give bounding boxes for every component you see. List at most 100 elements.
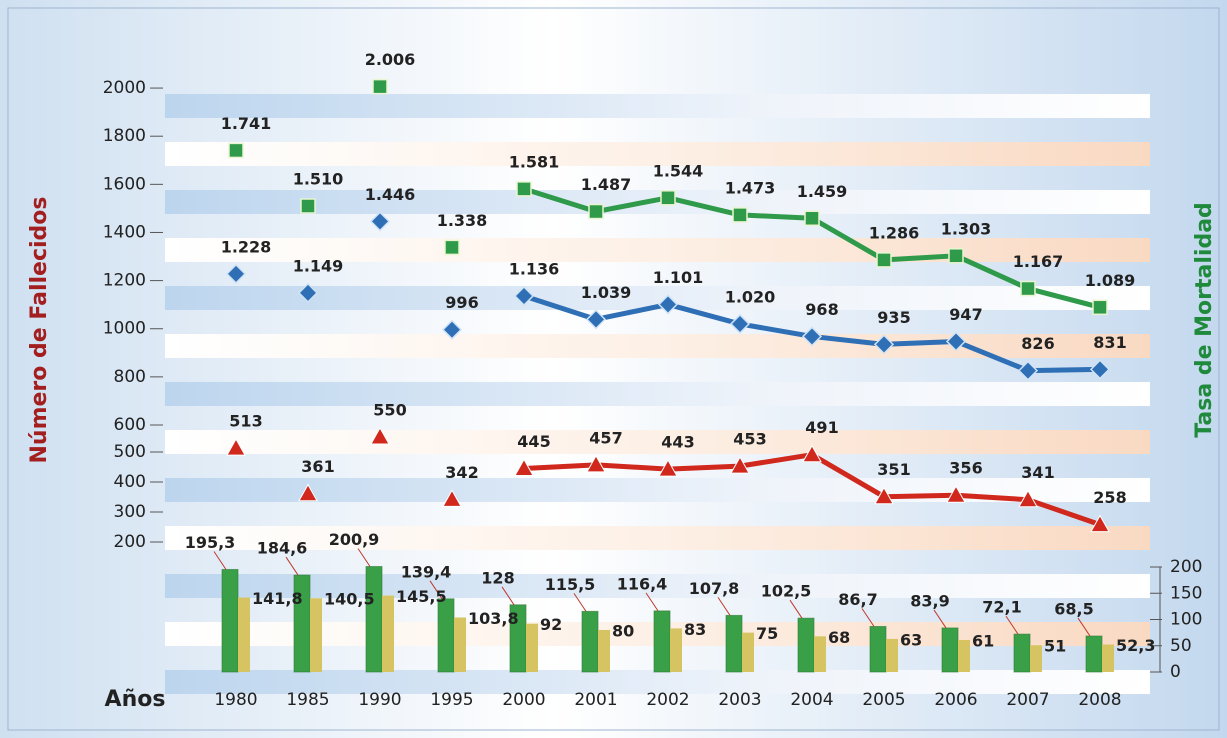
left-axis-label: Número de Fallecidos <box>27 197 52 464</box>
x-tick-label: 2007 <box>1006 690 1049 710</box>
value-label: 351 <box>877 460 910 479</box>
value-label: 1.167 <box>1013 252 1064 271</box>
value-label: 145,5 <box>396 587 447 606</box>
marker <box>444 239 460 256</box>
bar <box>670 628 682 672</box>
marker <box>658 459 678 477</box>
x-tick-label: 2005 <box>862 690 905 710</box>
marker <box>657 294 679 315</box>
stripe <box>165 382 1150 406</box>
leader <box>213 551 227 570</box>
marker <box>730 456 750 474</box>
marker <box>945 331 967 352</box>
x-tick-label: 2004 <box>790 690 833 710</box>
bar <box>797 617 815 673</box>
stripe <box>165 574 1150 598</box>
marker <box>297 282 319 303</box>
leader <box>717 597 731 616</box>
marker <box>874 486 894 505</box>
x-tick-label: 2000 <box>502 690 545 710</box>
marker <box>1092 299 1108 316</box>
leader <box>645 592 659 612</box>
marker <box>801 326 823 347</box>
value-label: 1.473 <box>725 178 776 197</box>
value-label: 92 <box>540 615 562 634</box>
marker <box>1018 489 1038 508</box>
marker <box>948 248 964 264</box>
value-label: 1.149 <box>293 256 344 275</box>
marker <box>1089 359 1111 380</box>
value-label: 200,9 <box>329 530 380 549</box>
value-label: 68 <box>828 628 850 647</box>
marker <box>228 142 244 159</box>
x-tick-label: 1995 <box>430 690 473 710</box>
y-tick-label: 500 <box>114 442 146 462</box>
stripe <box>165 526 1150 550</box>
value-label: 453 <box>733 430 766 449</box>
value-label: 116,4 <box>617 574 668 593</box>
y-tick-label: 2000 <box>103 78 146 98</box>
bar <box>1030 645 1042 672</box>
y-tick-label: 1200 <box>103 271 146 291</box>
marker <box>514 458 534 476</box>
value-label: 103,8 <box>468 609 519 628</box>
marker <box>729 313 751 334</box>
value-label: 1.510 <box>293 169 344 188</box>
value-label: 184,6 <box>257 539 308 558</box>
x-tick-label: 2006 <box>934 690 977 710</box>
value-label: 445 <box>517 432 550 451</box>
value-label: 1.459 <box>797 182 848 201</box>
value-label: 831 <box>1093 333 1126 352</box>
bar <box>941 627 959 673</box>
y-tick-label: 200 <box>1170 557 1202 577</box>
leader <box>573 593 587 612</box>
value-label: 83,9 <box>910 591 949 610</box>
marker <box>876 252 892 268</box>
value-label: 1.286 <box>869 223 920 242</box>
marker <box>298 483 318 502</box>
value-label: 513 <box>229 412 262 431</box>
value-label: 1.581 <box>509 152 560 171</box>
marker <box>802 444 822 463</box>
x-tick-label: 1985 <box>286 690 329 710</box>
marker <box>513 285 535 307</box>
value-label: 51 <box>1044 637 1066 656</box>
value-label: 1.338 <box>437 211 488 230</box>
x-tick-label: 2003 <box>718 690 761 710</box>
value-label: 341 <box>1021 463 1054 482</box>
bar <box>1102 644 1114 672</box>
marker <box>225 263 247 284</box>
bar <box>581 610 599 673</box>
value-label: 2.006 <box>365 50 416 69</box>
value-label: 968 <box>805 300 838 319</box>
value-label: 947 <box>949 305 982 324</box>
marker <box>1020 280 1036 297</box>
bar <box>598 630 610 672</box>
value-label: 491 <box>805 418 838 437</box>
stripe <box>165 238 1150 262</box>
leader <box>861 608 875 627</box>
marker <box>442 489 462 507</box>
bar <box>526 623 538 672</box>
leader <box>357 548 371 567</box>
value-label: 1.228 <box>221 237 272 256</box>
value-label: 141,8 <box>252 589 303 608</box>
bar <box>886 638 898 672</box>
x-tick-label: 1990 <box>358 690 401 710</box>
marker <box>586 454 606 473</box>
stripe <box>165 430 1150 454</box>
marker <box>372 78 388 95</box>
leader <box>933 609 947 629</box>
bar <box>1013 633 1031 673</box>
value-label: 139,4 <box>401 562 452 581</box>
value-label: 128 <box>481 568 514 587</box>
right-axis-label: Tasa de Mortalidad <box>1192 202 1217 438</box>
value-label: 195,3 <box>185 533 236 552</box>
marker <box>660 190 676 206</box>
marker <box>588 203 604 220</box>
value-label: 140,5 <box>324 590 375 609</box>
marker <box>873 334 895 355</box>
value-label: 63 <box>900 630 922 649</box>
marker <box>226 438 246 456</box>
value-label: 356 <box>949 459 982 478</box>
